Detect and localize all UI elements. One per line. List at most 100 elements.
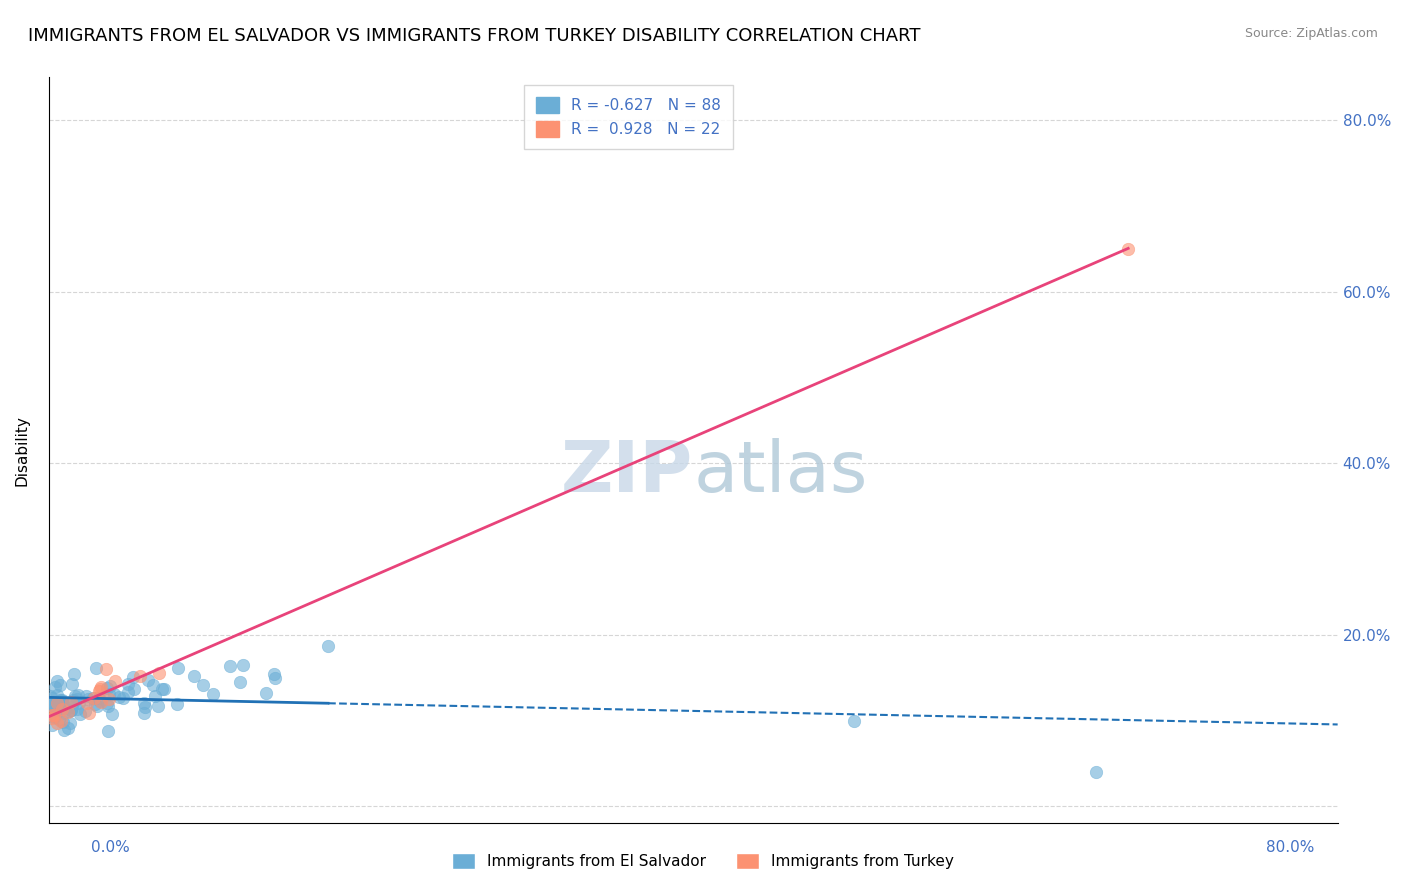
Point xyxy=(167,660,190,674)
Point xyxy=(316,639,339,653)
Point xyxy=(89,694,111,708)
Point xyxy=(1116,242,1139,256)
Y-axis label: Disability: Disability xyxy=(15,415,30,486)
Point xyxy=(56,706,79,720)
Point xyxy=(98,679,121,693)
Point xyxy=(79,706,101,720)
Point xyxy=(66,701,89,715)
Point xyxy=(153,681,176,696)
Point xyxy=(48,678,70,692)
Point xyxy=(39,698,62,712)
Point xyxy=(46,696,69,710)
Point xyxy=(49,714,72,728)
Point xyxy=(48,712,70,726)
Point xyxy=(103,687,125,701)
Point xyxy=(52,701,75,715)
Point xyxy=(52,715,75,730)
Point xyxy=(45,688,67,702)
Point xyxy=(122,682,145,697)
Point xyxy=(97,699,120,714)
Point xyxy=(96,681,118,695)
Point xyxy=(48,693,70,707)
Point xyxy=(218,658,240,673)
Point xyxy=(104,674,127,689)
Point xyxy=(136,673,159,687)
Point xyxy=(62,692,84,706)
Point xyxy=(148,665,170,680)
Point xyxy=(42,698,65,713)
Point xyxy=(183,669,205,683)
Point xyxy=(97,724,120,739)
Point xyxy=(202,687,225,701)
Point xyxy=(66,691,89,706)
Point xyxy=(117,685,139,699)
Point xyxy=(134,700,156,714)
Point xyxy=(48,693,70,707)
Point xyxy=(51,693,73,707)
Point xyxy=(60,703,83,717)
Point xyxy=(232,658,254,673)
Point xyxy=(42,695,65,709)
Point xyxy=(84,661,107,675)
Point xyxy=(84,697,107,711)
Point xyxy=(60,700,83,714)
Point xyxy=(143,690,166,704)
Point xyxy=(89,691,111,706)
Point xyxy=(90,695,112,709)
Point xyxy=(75,689,97,703)
Legend: R = -0.627   N = 88, R =  0.928   N = 22: R = -0.627 N = 88, R = 0.928 N = 22 xyxy=(524,85,734,149)
Point xyxy=(67,689,90,703)
Point xyxy=(94,661,117,675)
Point xyxy=(59,694,82,708)
Point xyxy=(263,667,285,681)
Legend: Immigrants from El Salvador, Immigrants from Turkey: Immigrants from El Salvador, Immigrants … xyxy=(446,847,960,875)
Point xyxy=(129,668,152,682)
Point xyxy=(89,682,111,697)
Point xyxy=(112,690,135,705)
Point xyxy=(41,691,63,706)
Point xyxy=(86,699,108,714)
Point xyxy=(107,690,129,704)
Point xyxy=(49,694,72,708)
Point xyxy=(152,681,174,696)
Point xyxy=(42,707,65,722)
Point xyxy=(98,687,121,701)
Point xyxy=(60,677,83,691)
Point xyxy=(46,673,69,688)
Point xyxy=(56,721,79,735)
Point xyxy=(146,699,169,714)
Point xyxy=(41,699,63,714)
Text: ZIP: ZIP xyxy=(561,438,693,508)
Point xyxy=(44,681,66,695)
Text: Source: ZipAtlas.com: Source: ZipAtlas.com xyxy=(1244,27,1378,40)
Point xyxy=(97,692,120,706)
Point xyxy=(67,696,90,710)
Point xyxy=(51,702,73,716)
Point xyxy=(132,706,155,721)
Point xyxy=(39,689,62,703)
Point xyxy=(229,674,252,689)
Point xyxy=(193,678,215,692)
Point xyxy=(63,667,86,681)
Point xyxy=(58,704,80,718)
Point xyxy=(41,711,63,725)
Point xyxy=(142,678,165,692)
Point xyxy=(75,705,97,719)
Point xyxy=(51,693,73,707)
Point xyxy=(63,689,86,703)
Point xyxy=(42,710,65,724)
Point xyxy=(96,696,118,710)
Point xyxy=(69,707,91,722)
Point xyxy=(41,708,63,723)
Point xyxy=(132,696,155,710)
Point xyxy=(77,692,100,706)
Point xyxy=(62,695,84,709)
Point xyxy=(46,716,69,731)
Text: atlas: atlas xyxy=(693,438,868,508)
Point xyxy=(39,696,62,710)
Point xyxy=(59,716,82,731)
Point xyxy=(117,677,139,691)
Point xyxy=(83,691,105,706)
Point xyxy=(122,670,145,684)
Point xyxy=(90,680,112,694)
